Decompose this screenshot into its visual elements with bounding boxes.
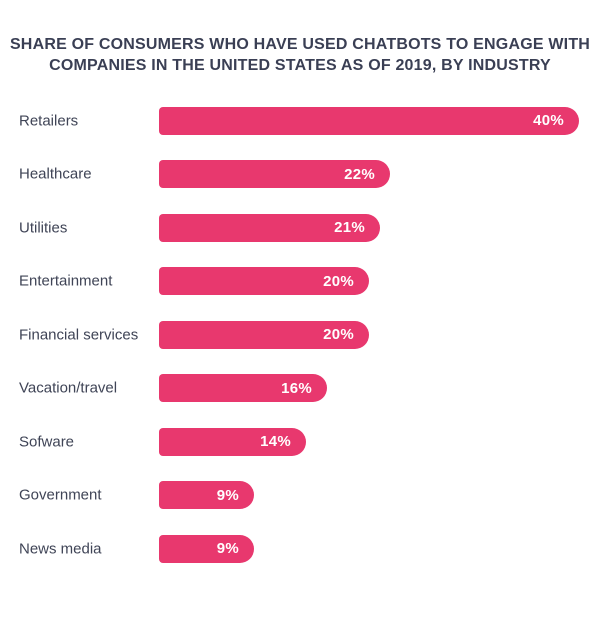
bar-value-label: 40% bbox=[533, 112, 564, 130]
chart-row: Utilities 21% bbox=[0, 201, 600, 255]
chart-row: Retailers 40% bbox=[0, 94, 600, 148]
category-label: Entertainment bbox=[19, 272, 113, 290]
bar-value-label: 20% bbox=[323, 272, 354, 290]
bar-entertainment: 20% bbox=[159, 267, 369, 296]
bar-vacation-travel: 16% bbox=[159, 374, 327, 403]
chart-row: Entertainment 20% bbox=[0, 255, 600, 309]
category-label: Financial services bbox=[19, 326, 139, 344]
bar-value-label: 16% bbox=[281, 379, 312, 397]
bar-value-label: 22% bbox=[344, 165, 375, 183]
bar-value-label: 14% bbox=[260, 433, 291, 451]
category-label: News media bbox=[19, 540, 102, 558]
bar-value-label: 20% bbox=[323, 326, 354, 344]
bar-value-label: 9% bbox=[216, 540, 239, 558]
chart-row: Government 9% bbox=[0, 469, 600, 523]
bar-value-label: 21% bbox=[334, 219, 365, 237]
category-label: Healthcare bbox=[19, 165, 92, 183]
chart-title: SHARE OF CONSUMERS WHO HAVE USED CHATBOT… bbox=[0, 34, 600, 76]
bar-news-media: 9% bbox=[159, 534, 254, 563]
bar-government: 9% bbox=[159, 481, 254, 510]
category-label: Utilities bbox=[19, 219, 68, 237]
chart-row: Vacation/travel 16% bbox=[0, 362, 600, 416]
chart-row: News media 9% bbox=[0, 522, 600, 576]
chart-row: Sofware 14% bbox=[0, 415, 600, 469]
bar-utilities: 21% bbox=[159, 213, 380, 242]
chart-row: Financial services 20% bbox=[0, 308, 600, 362]
bar-chart: Retailers 40% Healthcare 22% Utilities 21% Ent… bbox=[0, 94, 600, 576]
chart-title-line2: COMPANIES IN THE UNITED STATES AS OF 201… bbox=[49, 57, 551, 74]
chart-title-line1: SHARE OF CONSUMERS WHO HAVE USED CHATBOT… bbox=[9, 36, 591, 53]
category-label: Government bbox=[19, 486, 102, 504]
chart-row: Healthcare 22% bbox=[0, 148, 600, 202]
bar-retailers: 40% bbox=[159, 106, 579, 135]
bar-value-label: 9% bbox=[216, 486, 239, 504]
category-label: Retailers bbox=[19, 112, 79, 130]
bar-healthcare: 22% bbox=[159, 160, 390, 189]
bar-sofware: 14% bbox=[159, 427, 306, 456]
category-label: Vacation/travel bbox=[19, 379, 118, 397]
bar-financial-services: 20% bbox=[159, 320, 369, 349]
category-label: Sofware bbox=[19, 433, 75, 451]
